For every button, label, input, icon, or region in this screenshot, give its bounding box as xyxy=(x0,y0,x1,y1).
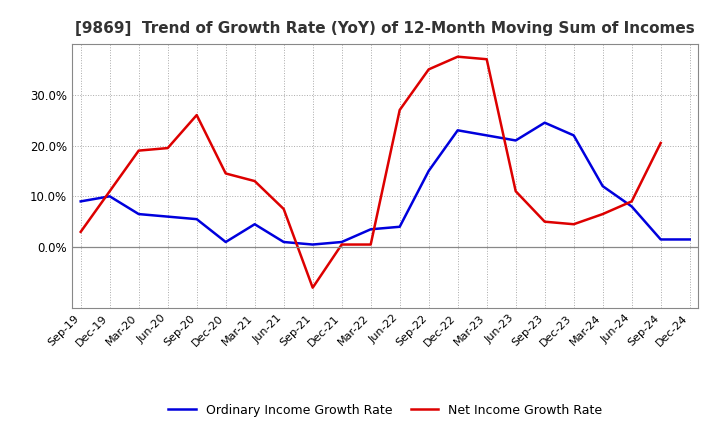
Ordinary Income Growth Rate xyxy=(279,239,288,245)
Net Income Growth Rate xyxy=(511,189,520,194)
Net Income Growth Rate xyxy=(76,229,85,235)
Ordinary Income Growth Rate xyxy=(221,239,230,245)
Net Income Growth Rate xyxy=(221,171,230,176)
Ordinary Income Growth Rate xyxy=(192,216,201,222)
Ordinary Income Growth Rate xyxy=(366,227,375,232)
Net Income Growth Rate xyxy=(395,107,404,113)
Ordinary Income Growth Rate xyxy=(685,237,694,242)
Net Income Growth Rate xyxy=(424,67,433,72)
Ordinary Income Growth Rate xyxy=(657,237,665,242)
Line: Ordinary Income Growth Rate: Ordinary Income Growth Rate xyxy=(81,123,690,245)
Net Income Growth Rate xyxy=(251,179,259,184)
Ordinary Income Growth Rate xyxy=(76,199,85,204)
Ordinary Income Growth Rate xyxy=(598,183,607,189)
Net Income Growth Rate xyxy=(482,57,491,62)
Net Income Growth Rate xyxy=(135,148,143,153)
Ordinary Income Growth Rate xyxy=(308,242,317,247)
Ordinary Income Growth Rate xyxy=(338,239,346,245)
Net Income Growth Rate xyxy=(657,140,665,146)
Ordinary Income Growth Rate xyxy=(570,133,578,138)
Ordinary Income Growth Rate xyxy=(541,120,549,125)
Net Income Growth Rate xyxy=(105,189,114,194)
Net Income Growth Rate xyxy=(366,242,375,247)
Net Income Growth Rate xyxy=(279,206,288,212)
Net Income Growth Rate xyxy=(570,222,578,227)
Net Income Growth Rate xyxy=(598,212,607,217)
Net Income Growth Rate xyxy=(192,113,201,118)
Net Income Growth Rate xyxy=(163,146,172,151)
Net Income Growth Rate xyxy=(454,54,462,59)
Ordinary Income Growth Rate xyxy=(135,212,143,217)
Net Income Growth Rate xyxy=(308,285,317,290)
Ordinary Income Growth Rate xyxy=(511,138,520,143)
Ordinary Income Growth Rate xyxy=(424,168,433,173)
Line: Net Income Growth Rate: Net Income Growth Rate xyxy=(81,57,661,288)
Ordinary Income Growth Rate xyxy=(482,133,491,138)
Ordinary Income Growth Rate xyxy=(105,194,114,199)
Ordinary Income Growth Rate xyxy=(395,224,404,229)
Net Income Growth Rate xyxy=(541,219,549,224)
Ordinary Income Growth Rate xyxy=(163,214,172,219)
Ordinary Income Growth Rate xyxy=(627,204,636,209)
Ordinary Income Growth Rate xyxy=(251,222,259,227)
Net Income Growth Rate xyxy=(627,199,636,204)
Title: [9869]  Trend of Growth Rate (YoY) of 12-Month Moving Sum of Incomes: [9869] Trend of Growth Rate (YoY) of 12-… xyxy=(76,21,695,36)
Legend: Ordinary Income Growth Rate, Net Income Growth Rate: Ordinary Income Growth Rate, Net Income … xyxy=(163,399,608,422)
Ordinary Income Growth Rate xyxy=(454,128,462,133)
Net Income Growth Rate xyxy=(338,242,346,247)
